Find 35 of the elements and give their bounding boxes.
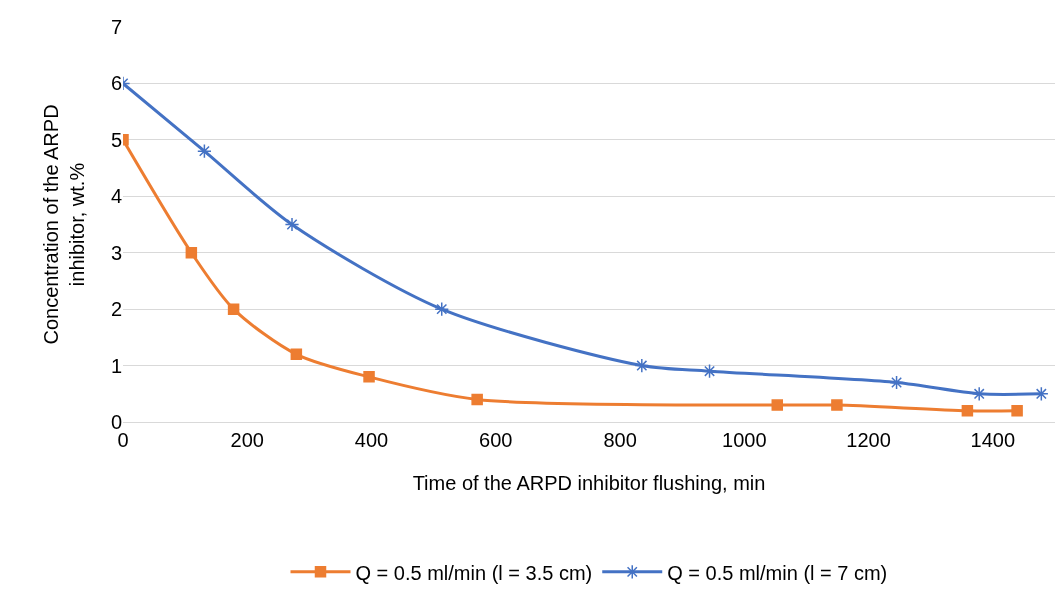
point xyxy=(227,303,240,315)
point xyxy=(1011,404,1023,417)
legend-label: Q = 0.5 ml/min (l = 3.5 cm) xyxy=(355,561,593,584)
point xyxy=(702,363,717,379)
point xyxy=(290,348,303,361)
x-tick-label: 1000 xyxy=(722,429,767,451)
y-tick-label: 0 xyxy=(110,411,122,433)
y-tick-label: 4 xyxy=(110,185,122,208)
point xyxy=(831,399,843,411)
y-tick-label: 3 xyxy=(110,241,122,264)
point xyxy=(634,358,650,373)
point xyxy=(284,217,300,232)
y-tick-label: 7 xyxy=(110,16,122,38)
point xyxy=(434,301,450,317)
x-tick-label: 800 xyxy=(603,429,637,451)
point xyxy=(971,386,987,402)
point xyxy=(961,404,974,417)
x-tick-label: 200 xyxy=(230,429,264,451)
x-tick-label: 1400 xyxy=(970,429,1016,451)
point xyxy=(363,371,375,383)
y-tick-label: 1 xyxy=(110,354,122,377)
point xyxy=(889,375,904,390)
y-tick-label: 6 xyxy=(110,72,122,95)
y-tick-label: 5 xyxy=(110,128,122,151)
point xyxy=(197,143,212,159)
x-tick-label: 400 xyxy=(354,429,389,451)
legend-label: Q = 0.5 ml/min (l = 7 cm) xyxy=(667,561,888,584)
point xyxy=(471,393,483,406)
point xyxy=(185,246,198,259)
x-tick-label: 1200 xyxy=(846,429,891,451)
x-axis-title: Time of the ARPD inhibitor flushing, min xyxy=(412,471,766,494)
x-tick-label: 600 xyxy=(479,429,513,451)
point xyxy=(771,399,784,411)
y-axis-title: Concentration of the ARPD inhibitor, wt.% xyxy=(40,104,89,345)
y-tick-label: 2 xyxy=(110,298,122,321)
